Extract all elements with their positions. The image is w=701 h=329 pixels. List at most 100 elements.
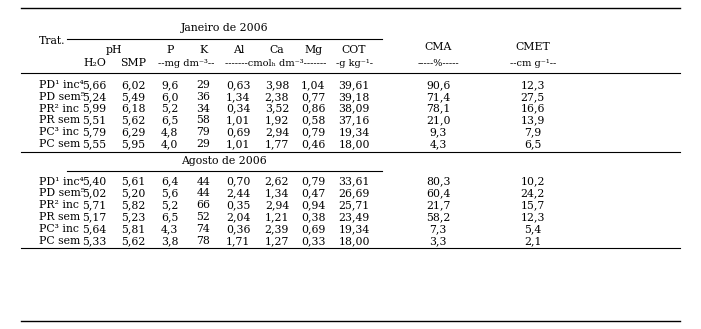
Text: 0,69: 0,69 [226,127,250,137]
Text: 23,49: 23,49 [339,212,369,222]
Text: 1,34: 1,34 [265,189,289,198]
Text: 1,71: 1,71 [226,236,250,246]
Text: 19,34: 19,34 [339,224,369,234]
Text: 6,18: 6,18 [121,104,145,114]
Text: 0,79: 0,79 [301,127,325,137]
Text: 7,9: 7,9 [524,127,541,137]
Text: 3,3: 3,3 [430,236,447,246]
Text: 0,35: 0,35 [226,200,250,210]
Text: 1,34: 1,34 [226,92,250,102]
Text: pH: pH [106,45,122,55]
Text: H₂O: H₂O [83,58,106,68]
Text: 26,69: 26,69 [339,189,369,198]
Text: 5,82: 5,82 [121,200,145,210]
Text: 5,66: 5,66 [83,80,107,90]
Text: 25,71: 25,71 [339,200,369,210]
Text: SMP: SMP [120,58,147,68]
Text: 1,27: 1,27 [265,236,289,246]
Text: 0,58: 0,58 [301,115,325,125]
Text: 13,9: 13,9 [521,115,545,125]
Text: 9,3: 9,3 [430,127,447,137]
Text: 0,79: 0,79 [301,177,325,187]
Text: 5,2: 5,2 [161,200,178,210]
Text: 0,69: 0,69 [301,224,325,234]
Text: 58: 58 [196,115,210,125]
Text: 19,34: 19,34 [339,127,369,137]
Text: 5,99: 5,99 [83,104,107,114]
Text: K: K [199,45,207,55]
Text: 5,33: 5,33 [83,236,107,246]
Text: --mg dm⁻³--: --mg dm⁻³-- [158,59,215,68]
Text: 5,61: 5,61 [121,177,145,187]
Text: CMA: CMA [424,42,452,52]
Text: 36: 36 [196,92,210,102]
Text: 2,1: 2,1 [524,236,541,246]
Text: 6,5: 6,5 [524,139,541,149]
Text: 74: 74 [196,224,210,234]
Text: 4,8: 4,8 [161,127,178,137]
Text: 3,8: 3,8 [161,236,178,246]
Text: 0,34: 0,34 [226,104,250,114]
Text: 3,98: 3,98 [265,80,289,90]
Text: 6,4: 6,4 [161,177,178,187]
Text: 60,4: 60,4 [426,189,450,198]
Text: 71,4: 71,4 [426,92,450,102]
Text: 5,6: 5,6 [161,189,178,198]
Text: 79: 79 [196,127,210,137]
Text: 6,5: 6,5 [161,212,178,222]
Text: 5,51: 5,51 [83,115,107,125]
Text: 5,49: 5,49 [121,92,145,102]
Text: 78,1: 78,1 [426,104,450,114]
Text: 5,17: 5,17 [83,212,107,222]
Text: 29: 29 [196,139,210,149]
Text: 7,3: 7,3 [430,224,447,234]
Text: 0,46: 0,46 [301,139,325,149]
Text: 1,21: 1,21 [265,212,289,222]
Text: PC³ inc: PC³ inc [39,127,79,137]
Text: 34: 34 [196,104,210,114]
Text: 5,62: 5,62 [121,236,145,246]
Text: 2,39: 2,39 [265,224,289,234]
Text: 2,62: 2,62 [265,177,289,187]
Text: 5,24: 5,24 [83,92,107,102]
Text: Mg: Mg [304,45,322,55]
Text: 0,33: 0,33 [301,236,325,246]
Text: PD¹ inc⁴: PD¹ inc⁴ [39,177,83,187]
Text: COT: COT [342,45,366,55]
Text: -----%-----: -----%----- [417,59,459,68]
Text: -------cmolₕ dm⁻³-------: -------cmolₕ dm⁻³------- [225,59,327,68]
Text: 1,04: 1,04 [301,80,325,90]
Text: 4,3: 4,3 [161,224,178,234]
Text: 3,52: 3,52 [265,104,289,114]
Text: 24,2: 24,2 [521,189,545,198]
Text: PC sem: PC sem [39,139,80,149]
Text: Ca: Ca [270,45,284,55]
Text: 6,02: 6,02 [121,80,145,90]
Text: 2,38: 2,38 [265,92,289,102]
Text: 38,09: 38,09 [339,104,369,114]
Text: 4,3: 4,3 [430,139,447,149]
Text: 5,64: 5,64 [83,224,107,234]
Text: Agosto de 2006: Agosto de 2006 [182,156,267,166]
Text: 0,38: 0,38 [301,212,325,222]
Text: 6,29: 6,29 [121,127,145,137]
Text: 0,94: 0,94 [301,200,325,210]
Text: 5,81: 5,81 [121,224,145,234]
Text: 1,01: 1,01 [226,115,250,125]
Text: 12,3: 12,3 [521,80,545,90]
Text: 5,2: 5,2 [161,104,178,114]
Text: CMET: CMET [515,42,550,52]
Text: 5,40: 5,40 [83,177,107,187]
Text: 5,71: 5,71 [83,200,107,210]
Text: 12,3: 12,3 [521,212,545,222]
Text: 18,00: 18,00 [339,236,369,246]
Text: 6,5: 6,5 [161,115,178,125]
Text: 39,61: 39,61 [339,80,369,90]
Text: Al: Al [233,45,244,55]
Text: 16,6: 16,6 [521,104,545,114]
Text: 80,3: 80,3 [426,177,450,187]
Text: 5,20: 5,20 [121,189,145,198]
Text: PC sem: PC sem [39,236,80,246]
Text: 1,01: 1,01 [226,139,250,149]
Text: 2,44: 2,44 [226,189,250,198]
